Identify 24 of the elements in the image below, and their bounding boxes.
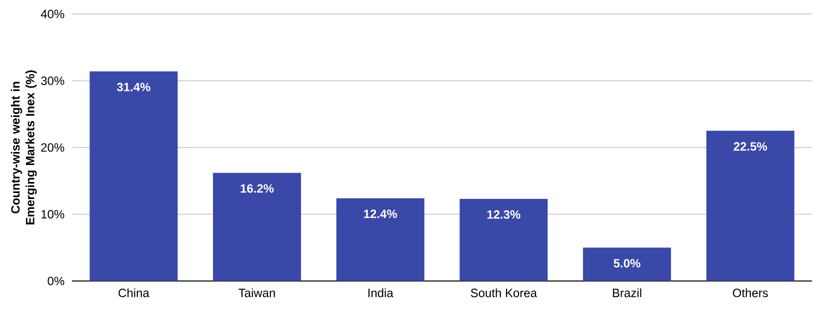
- data-label: 31.4%: [116, 82, 150, 92]
- data-label: 5.0%: [614, 258, 640, 268]
- y-tick-label: 40%: [40, 10, 64, 18]
- x-tick-label: India: [368, 288, 394, 298]
- data-label: 12.3%: [487, 210, 520, 219]
- data-label: 22.5%: [734, 142, 768, 151]
- y-tick-label: 30%: [41, 76, 64, 86]
- x-tick-label: China: [118, 288, 150, 298]
- bar: [213, 172, 301, 281]
- bar: [583, 248, 672, 281]
- x-tick-label: Brazil: [612, 288, 642, 298]
- y-tick-label: 20%: [41, 143, 64, 152]
- x-tick-label: South Korea: [470, 288, 538, 298]
- x-tick-label: Others: [732, 288, 768, 298]
- y-axis-title: Country-wise weight in Emerging Markets Inex (%): [10, 70, 37, 224]
- data-label: 12.4%: [364, 210, 398, 218]
- bar: [706, 130, 794, 281]
- y-tick-label: 10%: [42, 210, 64, 219]
- data-label: 16.2%: [240, 184, 274, 193]
- bar: [90, 71, 178, 281]
- bar: [460, 198, 548, 281]
- bar: [336, 198, 424, 281]
- x-tick-label: Taiwan: [238, 288, 275, 298]
- y-tick-label: 0%: [48, 276, 64, 286]
